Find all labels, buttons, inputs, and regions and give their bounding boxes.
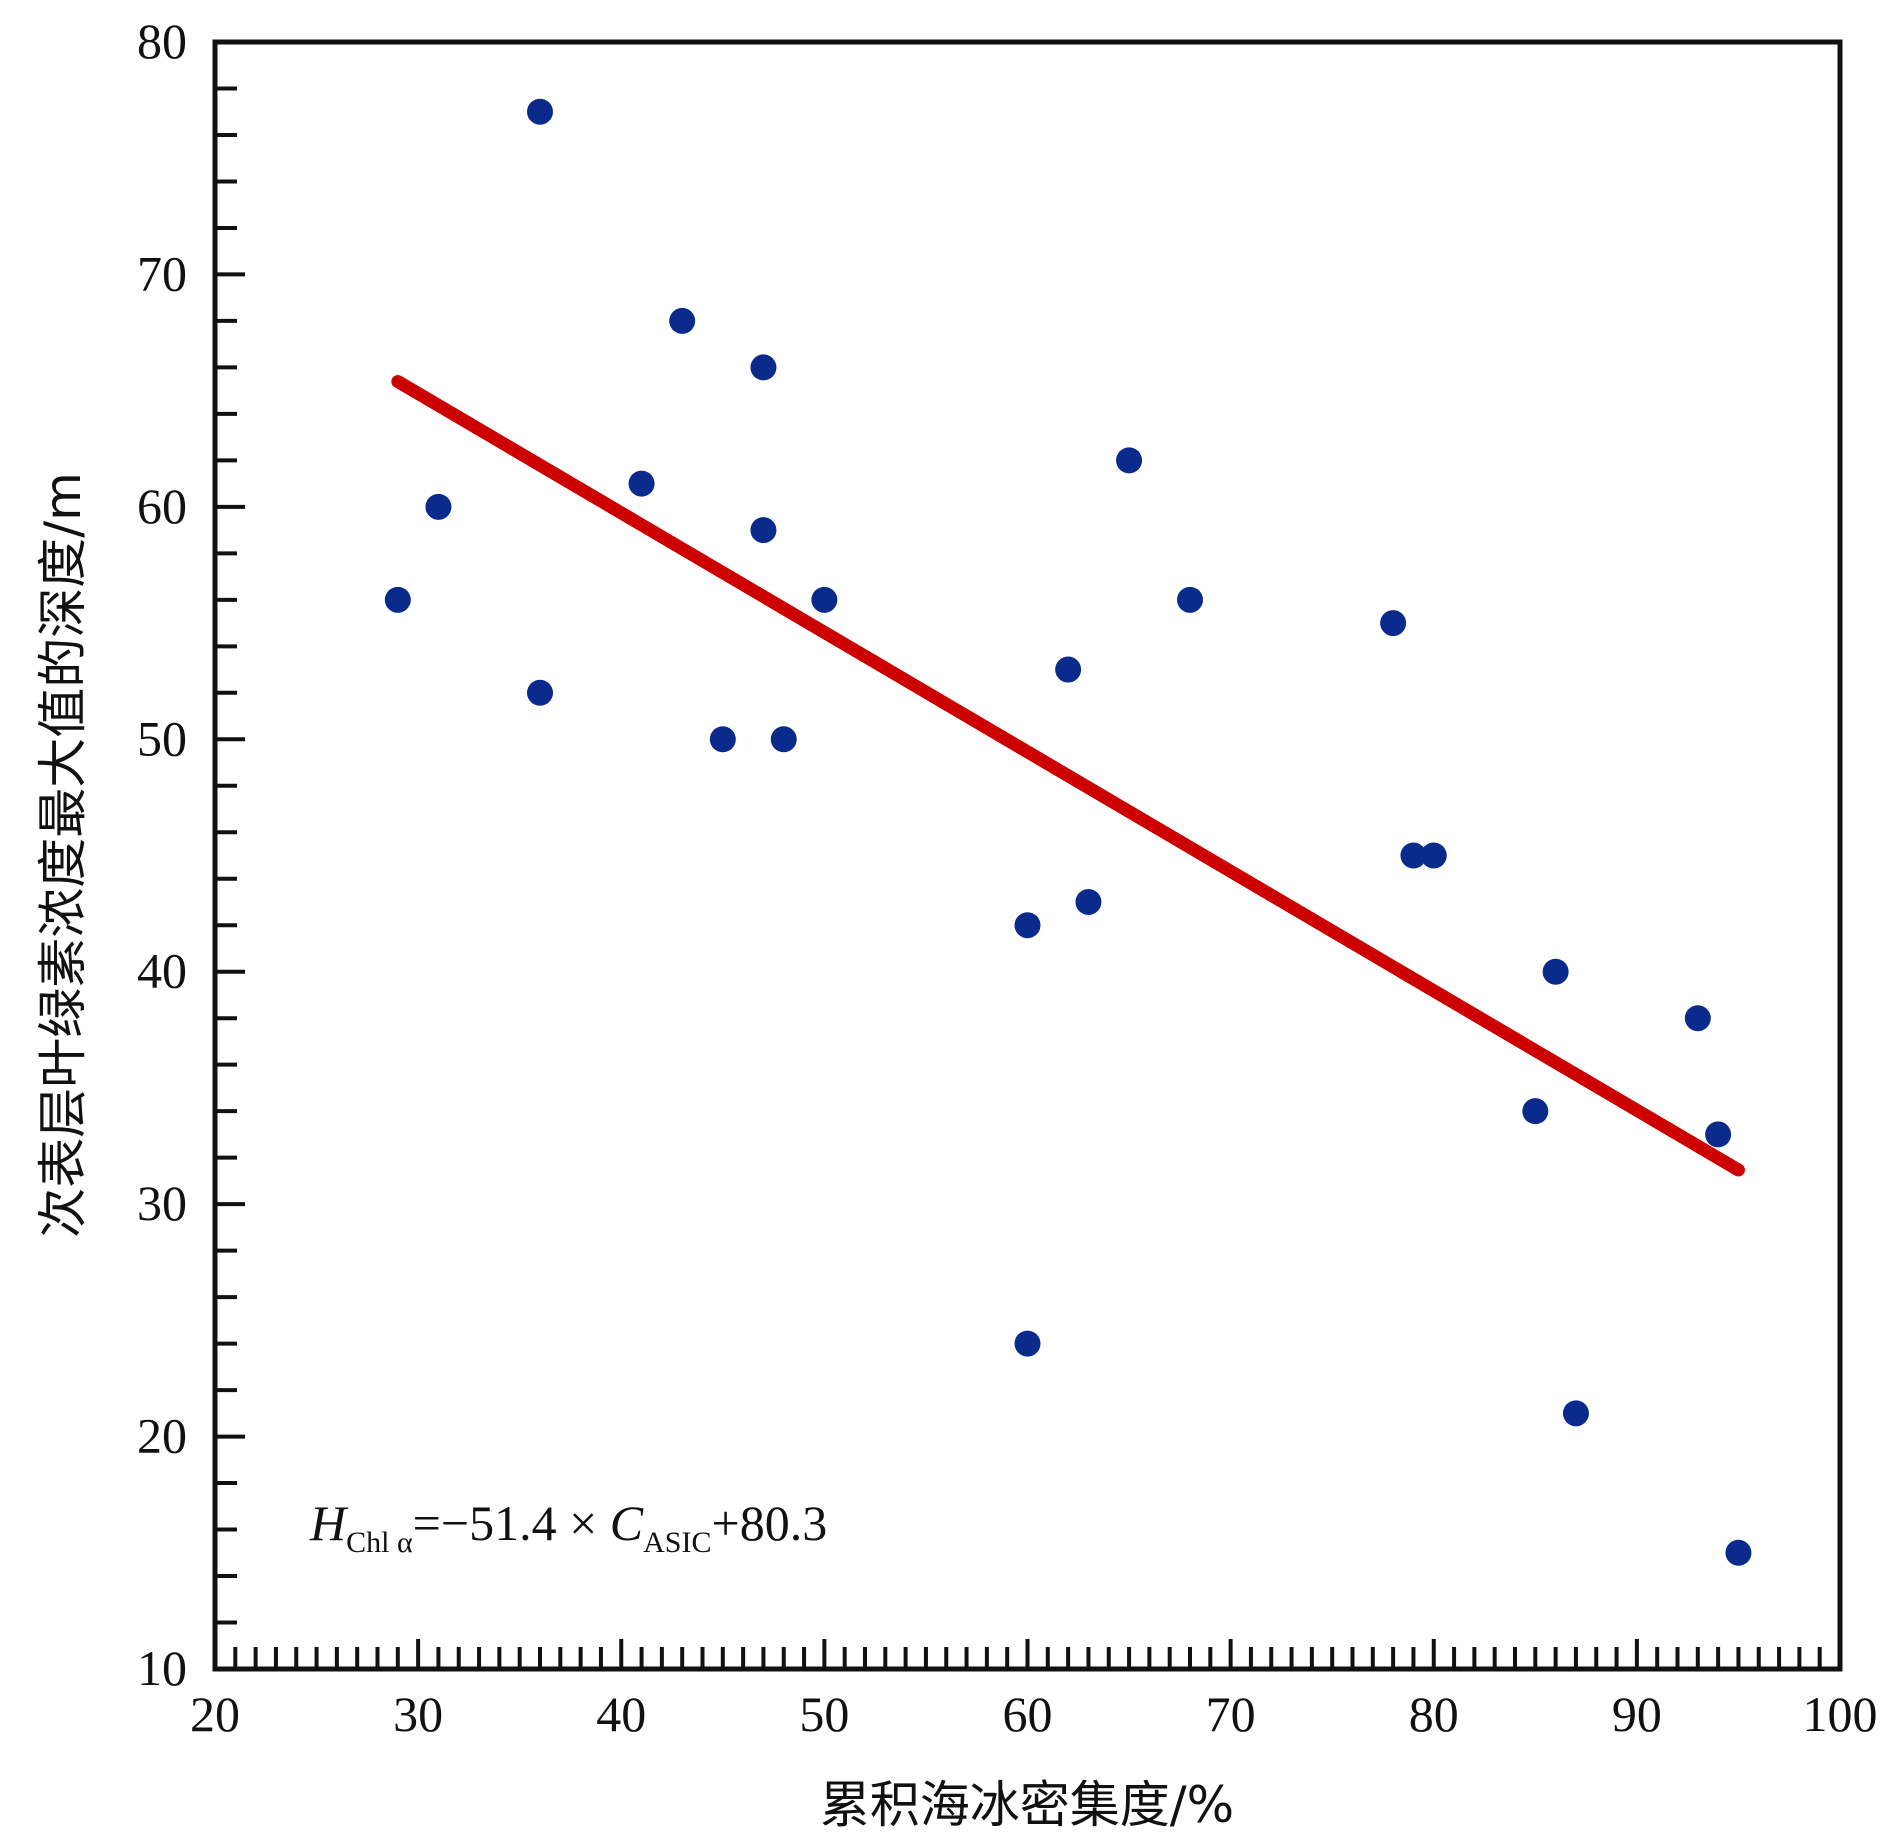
x-tick-label: 80 [1409,1686,1459,1742]
x-tick-label: 90 [1612,1686,1662,1742]
data-points [384,98,1752,1566]
data-point [669,307,696,334]
regression-line [391,374,1745,1177]
x-tick-label: 100 [1803,1686,1878,1742]
data-point [1177,586,1203,613]
data-point [709,726,736,753]
data-point [1542,958,1569,985]
data-point [1705,1121,1732,1148]
data-point [527,679,553,706]
plot-frame [212,39,1843,1672]
data-point [628,470,655,497]
data-point [1420,842,1447,869]
data-point [1075,888,1102,915]
y-axis-title: 次表层叶绿素浓度最大值的深度/m [34,472,92,1238]
x-axis-title: 累积海冰密集度/% [820,1776,1234,1834]
data-point [1684,1005,1711,1032]
data-point [384,586,411,613]
equation-c-sub: ASIC [643,1526,711,1559]
data-point [1014,1330,1041,1357]
axis-ticks [215,86,1822,1669]
data-point [1116,447,1143,474]
y-tick-label: 10 [137,1640,187,1696]
equation-h-sub: Chl α [346,1526,413,1559]
x-tick-label: 50 [799,1686,849,1742]
data-point [811,586,838,613]
equation-c: C [610,1495,644,1551]
x-tick-label: 20 [190,1686,240,1742]
equation-middle: =−51.4 × [413,1495,610,1551]
data-point [1014,912,1041,939]
y-tick-label: 30 [137,1175,187,1231]
x-tick-label: 60 [1003,1686,1053,1742]
data-point [1055,656,1082,683]
data-point [1562,1400,1589,1427]
equation-annotation: HChl α=−51.4 × CASIC+80.3 [309,1495,827,1559]
data-point [770,726,797,753]
y-tick-label: 50 [137,710,187,766]
y-tick-label: 60 [137,478,187,534]
x-tick-label: 40 [596,1686,646,1742]
data-point [1380,610,1407,637]
data-point [1725,1539,1752,1566]
x-tick-label: 70 [1206,1686,1256,1742]
data-point [750,354,777,381]
y-tick-label: 70 [137,245,187,301]
y-tick-label: 20 [137,1408,187,1464]
data-point [1522,1098,1549,1125]
data-point [750,517,777,544]
y-tick-label: 40 [137,943,187,999]
data-point [425,493,452,520]
data-point [1400,842,1427,869]
x-tick-label: 30 [393,1686,443,1742]
data-point [527,98,553,125]
y-tick-label: 80 [137,13,187,69]
equation-tail: +80.3 [712,1495,828,1551]
equation-h: H [309,1495,349,1551]
